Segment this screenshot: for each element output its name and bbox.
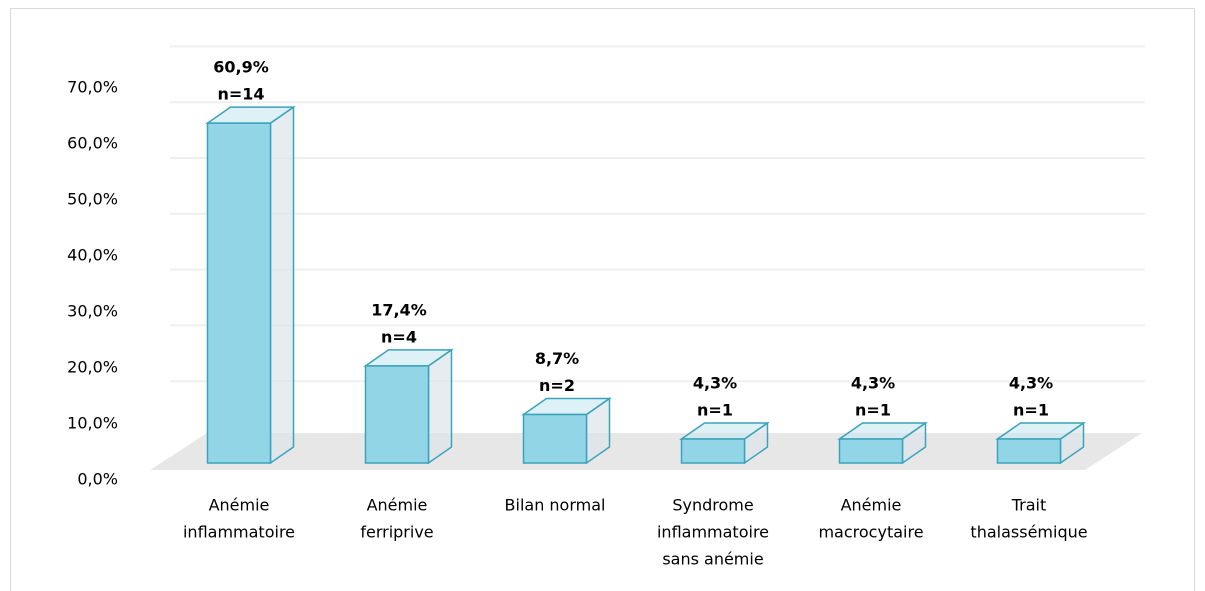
bar [995,421,1086,465]
x-tick-label: Syndrome [672,496,753,515]
x-tick-label: thalassémique [970,523,1087,542]
bar-front [206,122,272,464]
x-tick-label: sans anémie [662,550,763,569]
bar-front [996,438,1062,464]
value-label: 4,3% [1009,374,1053,393]
y-tick-label: 10,0% [67,414,118,433]
count-label: n=14 [217,85,264,104]
y-tick-label: 30,0% [67,302,118,321]
bar-side [427,348,453,465]
x-tick-label: Anémie [841,496,902,515]
count-label: n=1 [1013,401,1049,420]
bar [521,397,612,465]
y-tick-label: 20,0% [67,358,118,377]
y-tick-label: 40,0% [67,246,118,265]
y-tick-label: 70,0% [67,78,118,97]
x-tick-label: macrocytaire [818,523,923,542]
bar-front [522,413,588,464]
bar-front [838,438,904,464]
bar [837,421,928,465]
count-label: n=4 [381,327,417,346]
bar-front [680,438,746,464]
x-tick-label: inflammatoire [657,523,769,542]
floor [150,433,1142,470]
count-label: n=1 [855,401,891,420]
x-tick-label: Anémie [209,496,270,515]
bar [363,348,454,465]
x-tick-label: Anémie [367,496,428,515]
x-tick-label: inflammatoire [183,523,295,542]
value-label: 60,9% [213,58,269,77]
bar-front [364,365,430,464]
x-tick-label: Trait [1011,496,1047,515]
value-label: 8,7% [535,349,579,368]
x-tick-label: ferriprive [360,523,433,542]
value-label: 4,3% [693,374,737,393]
value-label: 17,4% [371,300,427,319]
y-tick-label: 60,0% [67,134,118,153]
value-label: 4,3% [851,374,895,393]
bar [679,421,770,465]
count-label: n=1 [697,401,733,420]
count-label: n=2 [539,376,575,395]
x-tick-label: Bilan normal [505,496,606,515]
y-tick-label: 0,0% [77,470,118,489]
y-tick-label: 50,0% [67,190,118,209]
bar-side [269,105,295,465]
bar [205,105,296,465]
